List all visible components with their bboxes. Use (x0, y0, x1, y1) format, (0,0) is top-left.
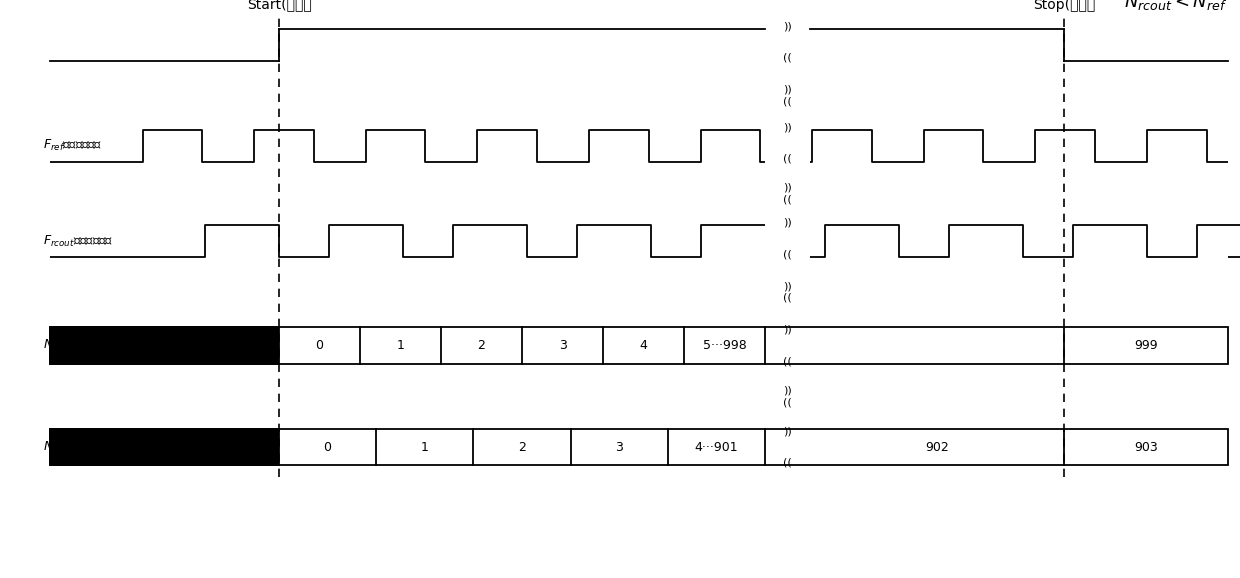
Text: Start(开始）: Start(开始） (247, 0, 311, 12)
Bar (50, 327, 279, 364)
Bar (50, 327, 1228, 364)
Text: ((: (( (782, 154, 792, 164)
Text: )): )) (782, 21, 792, 31)
Text: 0: 0 (324, 440, 331, 454)
Text: 3: 3 (615, 440, 624, 454)
Text: ((: (( (782, 356, 792, 366)
Text: )): )) (782, 122, 792, 132)
Text: )): )) (782, 386, 792, 396)
Text: 1: 1 (420, 440, 429, 454)
Text: )): )) (782, 427, 792, 437)
Text: $F_{rcout}$（频率滞后）: $F_{rcout}$（频率滞后） (43, 234, 113, 249)
Text: 1: 1 (397, 339, 404, 352)
Text: ((: (( (782, 53, 792, 63)
Text: 2: 2 (477, 339, 486, 352)
Text: ((: (( (782, 249, 792, 260)
Text: ((: (( (782, 96, 792, 106)
Text: 0: 0 (315, 339, 324, 352)
Bar (50, 429, 279, 465)
Text: 902: 902 (925, 440, 949, 454)
Text: $N_{ref}$（参考计数器）: $N_{ref}$（参考计数器） (43, 338, 112, 353)
Text: )): )) (782, 217, 792, 228)
Text: ((: (( (782, 457, 792, 468)
Text: 4···901: 4···901 (694, 440, 738, 454)
Text: 999: 999 (1133, 339, 1158, 352)
Text: 3: 3 (558, 339, 567, 352)
Text: )): )) (782, 324, 792, 335)
Text: $F_{ref}$（参考频率）: $F_{ref}$（参考频率） (43, 138, 103, 154)
Text: 2: 2 (518, 440, 526, 454)
Text: )): )) (782, 281, 792, 291)
Text: ((: (( (782, 194, 792, 205)
Text: 5···998: 5···998 (703, 339, 746, 352)
Text: ((: (( (782, 397, 792, 407)
Text: $N_{rcout}$（测量计数器）: $N_{rcout}$（测量计数器） (43, 439, 122, 455)
Text: ((: (( (782, 292, 792, 303)
Text: 4: 4 (640, 339, 647, 352)
Bar (50, 429, 1228, 465)
Text: )): )) (782, 183, 792, 193)
Text: Stop(停止）: Stop(停止） (1033, 0, 1095, 12)
Text: )): )) (782, 84, 792, 95)
Text: 903: 903 (1133, 440, 1158, 454)
Text: $N_{rcout} < N_{ref}$: $N_{rcout} < N_{ref}$ (1125, 0, 1228, 12)
